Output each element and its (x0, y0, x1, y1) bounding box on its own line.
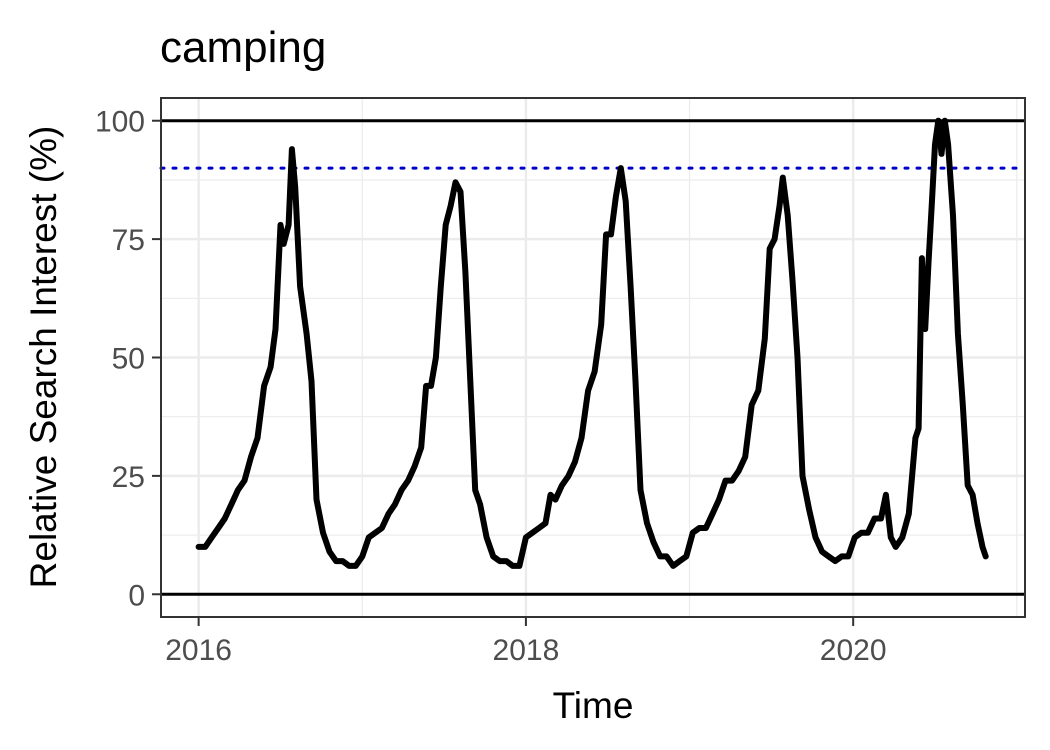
x-axis-title: Time (553, 685, 634, 726)
series-line (195, 117, 989, 569)
y-tick-label: 75 (112, 224, 145, 257)
y-tick-label: 0 (128, 579, 145, 612)
reference-lines (159, 119, 1027, 596)
x-tick-label: 2020 (820, 634, 887, 667)
y-axis-title: Relative Search Interest (%) (23, 126, 64, 589)
y-tick-label: 50 (112, 343, 145, 376)
x-tick-label: 2018 (493, 634, 560, 667)
y-tick-label: 100 (95, 106, 145, 139)
ticks: 0 25 50 75 100 2016 2018 2020 (95, 106, 887, 667)
x-tick-label: 2016 (165, 634, 232, 667)
y-tick-label: 25 (112, 461, 145, 494)
series-layer (195, 117, 989, 569)
chart-title: camping (160, 23, 326, 72)
